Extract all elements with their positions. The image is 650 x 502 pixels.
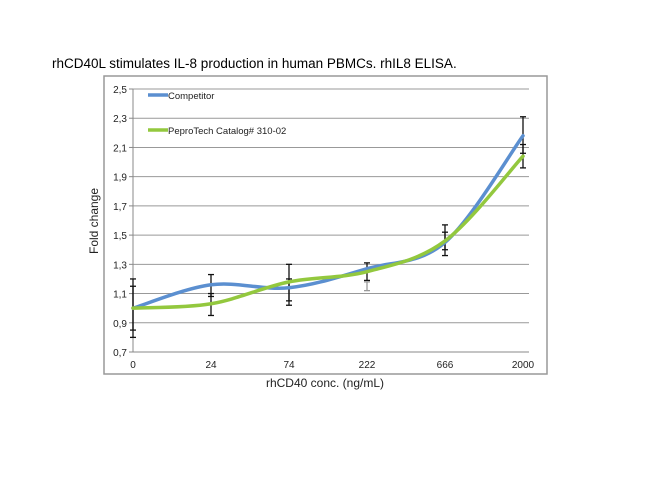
data-point <box>443 239 447 243</box>
y-tick-label: 0,7 <box>113 348 127 359</box>
data-point <box>287 286 291 290</box>
y-tick-label: 2,3 <box>113 114 127 125</box>
chart-title: rhCD40L stimulates IL-8 production in hu… <box>52 56 457 71</box>
y-tick-label: 1,1 <box>113 290 127 301</box>
data-point <box>209 283 213 287</box>
data-point <box>209 302 213 306</box>
x-tick-label: 2000 <box>512 360 535 371</box>
legend-label: PeproTech Catalog# 310-02 <box>168 126 286 137</box>
y-tick-label: 1,9 <box>113 173 127 184</box>
data-point <box>365 270 369 274</box>
x-axis-label: rhCD40 conc. (ng/mL) <box>266 376 384 390</box>
x-tick-label: 666 <box>437 360 454 371</box>
data-point <box>365 267 369 271</box>
y-tick-label: 2,1 <box>113 143 127 154</box>
x-tick-label: 0 <box>130 360 136 371</box>
y-tick-label: 1,7 <box>113 202 127 213</box>
x-tick-label: 24 <box>205 360 217 371</box>
y-tick-label: 2,5 <box>113 85 127 96</box>
y-tick-label: 1,3 <box>113 260 127 271</box>
y-tick-label: 0,9 <box>113 319 127 330</box>
series-line-1 <box>131 154 525 310</box>
x-tick-label: 74 <box>283 360 295 371</box>
legend-label: Competitor <box>168 91 214 102</box>
x-tick-label: 222 <box>359 360 376 371</box>
chart-frame <box>103 75 548 375</box>
y-tick-label: 1,5 <box>113 231 127 242</box>
data-point <box>521 154 525 158</box>
data-point <box>131 306 135 310</box>
y-axis-label: Fold change <box>87 188 101 254</box>
data-point <box>521 134 525 138</box>
data-point <box>287 280 291 284</box>
